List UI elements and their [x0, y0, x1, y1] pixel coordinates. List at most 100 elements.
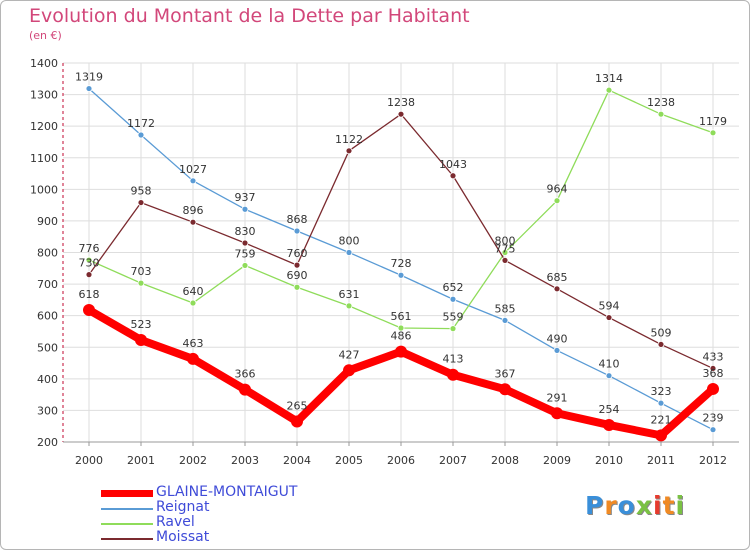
y-tick-label-1100: 1100	[30, 152, 58, 165]
x-tick-label-2007: 2007	[439, 454, 467, 467]
chart-unit-subtitle: (en €)	[29, 29, 62, 42]
data-label-ravel-2010: 1314	[595, 72, 623, 85]
data-label-ravel-2001: 703	[131, 265, 152, 278]
data-label-reignat-2002: 1027	[179, 163, 207, 176]
logo-letter: x	[635, 491, 653, 520]
data-point-glaine-montaigut-2009	[551, 407, 563, 420]
y-tick-label-900: 900	[37, 215, 58, 228]
data-label-glaine-montaigut-2007: 413	[443, 353, 464, 366]
data-point-moissat-2012	[709, 365, 717, 372]
data-point-ravel-2000	[85, 256, 93, 264]
data-point-glaine-montaigut-2008	[499, 383, 511, 396]
data-label-moissat-2007: 1043	[439, 158, 467, 171]
data-point-moissat-2008	[501, 256, 509, 264]
logo-letter: P	[585, 491, 605, 520]
data-point-reignat-2000	[85, 85, 93, 92]
data-label-glaine-montaigut-2004: 265	[287, 399, 308, 412]
legend-label-ravel: Ravel	[156, 514, 195, 530]
data-point-glaine-montaigut-2005	[343, 364, 355, 377]
y-tick-label-800: 800	[37, 247, 58, 260]
logo-letter: o	[617, 491, 636, 520]
data-labels: 1319 1172 1027 937 868 800 728 652 585 490 410 323 2…	[75, 71, 727, 427]
x-tick-label-2003: 2003	[231, 454, 259, 467]
data-label-glaine-montaigut-2005: 427	[339, 348, 360, 361]
data-point-glaine-montaigut-2010	[603, 418, 615, 431]
data-label-reignat-2011: 323	[651, 385, 672, 398]
data-label-moissat-2011: 509	[651, 326, 672, 339]
data-point-moissat-2004	[293, 261, 301, 269]
legend-label-moissat: Moissat	[156, 529, 210, 545]
data-point-glaine-montaigut-2000	[83, 303, 95, 316]
data-label-ravel-2012: 1179	[699, 115, 727, 128]
data-label-reignat-2009: 490	[547, 332, 568, 345]
y-tick-label-1000: 1000	[30, 183, 58, 196]
data-point-ravel-2001	[137, 279, 145, 287]
data-label-moissat-2010: 594	[599, 300, 620, 313]
data-label-reignat-2005: 800	[339, 235, 360, 248]
data-point-glaine-montaigut-2012	[707, 382, 719, 395]
data-label-reignat-2010: 410	[599, 358, 620, 371]
data-point-reignat-2004	[293, 227, 301, 235]
data-point-reignat-2007	[449, 295, 457, 303]
data-label-reignat-2004: 868	[287, 213, 308, 226]
data-label-reignat-2000: 1319	[75, 71, 103, 84]
data-point-moissat-2006	[397, 110, 405, 118]
x-tick-label-2012: 2012	[699, 454, 727, 467]
data-label-glaine-montaigut-2006: 486	[391, 330, 412, 343]
data-point-reignat-2012	[709, 426, 717, 434]
data-point-reignat-2009	[553, 347, 561, 354]
data-label-reignat-2001: 1172	[127, 117, 155, 130]
data-point-reignat-2002	[189, 177, 197, 185]
data-point-ravel-2003	[241, 262, 249, 269]
data-point-ravel-2011	[657, 110, 665, 118]
data-point-glaine-montaigut-2011	[655, 429, 667, 442]
data-point-ravel-2008	[501, 249, 509, 256]
legend-item-moissat: Moissat	[101, 529, 341, 546]
legend-label-reignat: Reignat	[156, 499, 210, 515]
data-label-glaine-montaigut-2011: 221	[651, 413, 672, 426]
x-tick-label-2000: 2000	[75, 454, 103, 467]
logo-letter: i	[675, 491, 686, 520]
data-label-ravel-2008: 800	[495, 235, 516, 248]
x-tick-label-2010: 2010	[595, 454, 623, 467]
data-label-ravel-2009: 964	[547, 183, 568, 196]
data-point-moissat-2001	[137, 199, 145, 206]
data-label-reignat-2007: 652	[443, 281, 464, 294]
legend-swatch-moissat	[101, 538, 153, 540]
data-label-ravel-2000: 776	[79, 242, 100, 255]
y-tick-label-300: 300	[37, 404, 58, 417]
data-label-reignat-2003: 937	[235, 191, 256, 204]
logo-letter: r	[604, 491, 618, 520]
data-label-glaine-montaigut-2002: 463	[183, 337, 204, 350]
y-tick-label-400: 400	[37, 373, 58, 386]
data-point-ravel-2010	[605, 86, 613, 94]
data-label-moissat-2000: 730	[79, 257, 100, 270]
x-tick-label-2004: 2004	[283, 454, 311, 467]
data-point-reignat-2006	[397, 271, 405, 279]
y-tick-label-700: 700	[37, 278, 58, 291]
x-tick-label-2011: 2011	[647, 454, 675, 467]
data-label-moissat-2012: 433	[703, 350, 724, 363]
data-point-moissat-2011	[657, 341, 665, 348]
grid	[63, 62, 739, 443]
data-label-reignat-2012: 239	[703, 412, 724, 425]
data-point-ravel-2004	[293, 283, 301, 291]
data-label-ravel-2004: 690	[287, 269, 308, 282]
data-label-glaine-montaigut-2008: 367	[495, 367, 516, 380]
data-label-moissat-2001: 958	[131, 185, 152, 198]
data-point-reignat-2011	[657, 399, 665, 407]
y-tick-label-1200: 1200	[30, 120, 58, 133]
data-point-moissat-2003	[241, 239, 249, 247]
data-point-reignat-2005	[345, 249, 353, 256]
legend-item-glaine-montaigut: GLAINE-MONTAIGUT	[101, 484, 341, 501]
data-label-ravel-2005: 631	[339, 288, 360, 301]
data-point-glaine-montaigut-2004	[291, 415, 303, 428]
x-tick-label-2008: 2008	[491, 454, 519, 467]
data-point-ravel-2005	[345, 302, 353, 310]
y-tick-label-1300: 1300	[30, 89, 58, 102]
y-tick-label-1400: 1400	[30, 57, 58, 70]
legend: GLAINE-MONTAIGUT Reignat Ravel Moissat	[101, 484, 341, 546]
data-label-glaine-montaigut-2012: 368	[703, 367, 724, 380]
